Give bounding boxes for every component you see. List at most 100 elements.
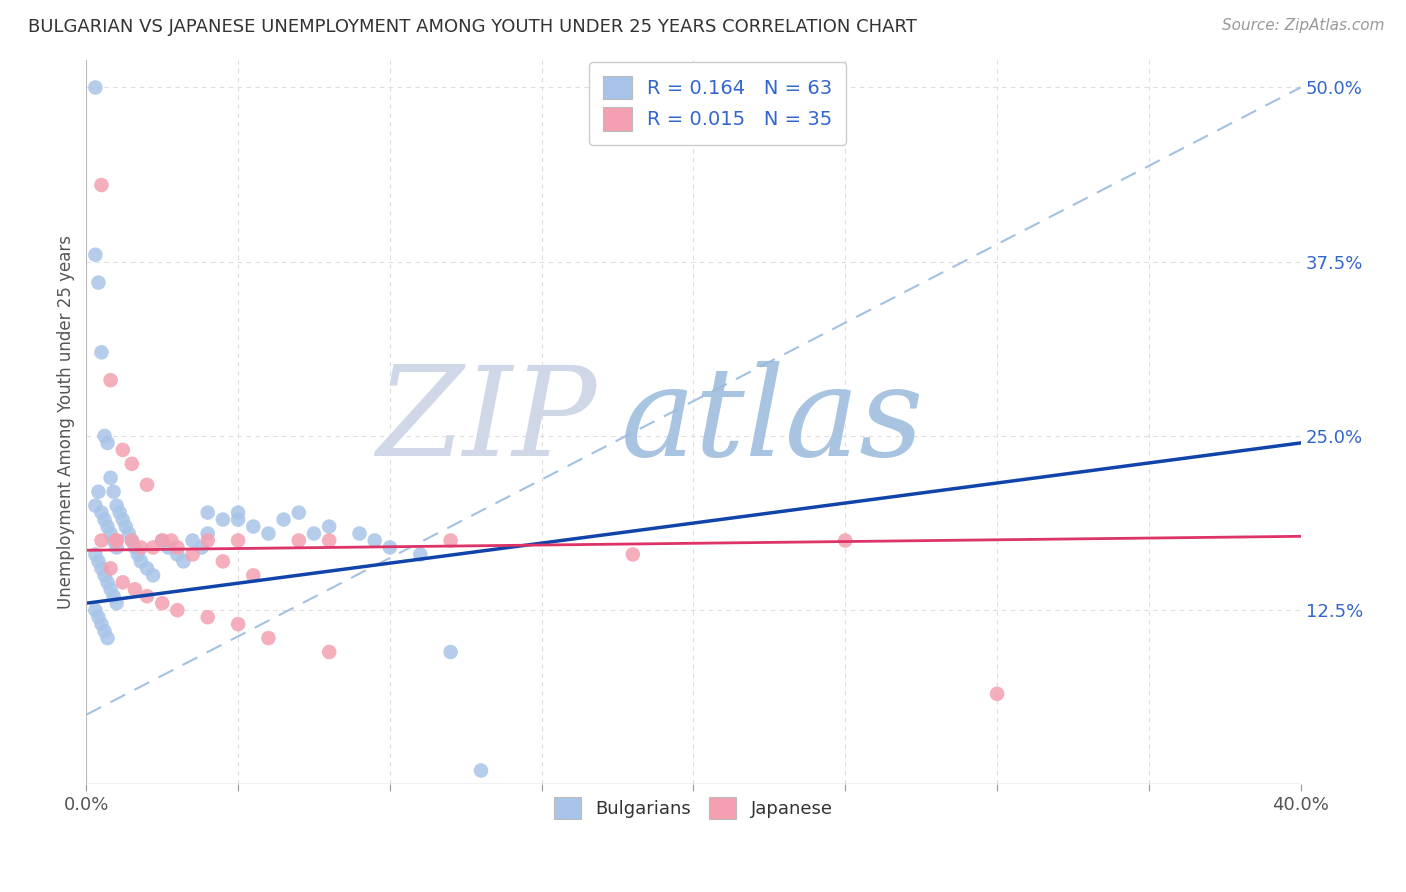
Point bbox=[621, 548, 644, 562]
Point bbox=[470, 764, 492, 778]
Point bbox=[100, 526, 122, 541]
Point bbox=[93, 512, 115, 526]
Point bbox=[129, 554, 152, 568]
Point bbox=[103, 533, 125, 548]
Point bbox=[318, 645, 340, 659]
Point bbox=[136, 477, 159, 491]
Point bbox=[84, 248, 107, 262]
Point bbox=[409, 548, 432, 562]
Point bbox=[124, 541, 146, 555]
Point bbox=[129, 541, 152, 555]
Point bbox=[93, 624, 115, 639]
Text: BULGARIAN VS JAPANESE UNEMPLOYMENT AMONG YOUTH UNDER 25 YEARS CORRELATION CHART: BULGARIAN VS JAPANESE UNEMPLOYMENT AMONG… bbox=[28, 18, 917, 36]
Point bbox=[114, 519, 136, 533]
Point bbox=[197, 610, 219, 624]
Point bbox=[105, 499, 128, 513]
Text: Source: ZipAtlas.com: Source: ZipAtlas.com bbox=[1222, 18, 1385, 33]
Point bbox=[103, 484, 125, 499]
Point bbox=[136, 589, 159, 603]
Point bbox=[118, 526, 141, 541]
Point bbox=[100, 373, 122, 387]
Point bbox=[108, 506, 131, 520]
Point bbox=[87, 484, 110, 499]
Point bbox=[197, 506, 219, 520]
Point bbox=[84, 80, 107, 95]
Point bbox=[84, 603, 107, 617]
Point bbox=[150, 533, 173, 548]
Point bbox=[105, 533, 128, 548]
Point bbox=[364, 533, 387, 548]
Point bbox=[378, 541, 401, 555]
Point bbox=[212, 554, 235, 568]
Point bbox=[288, 533, 311, 548]
Point bbox=[111, 575, 134, 590]
Point bbox=[166, 548, 188, 562]
Point bbox=[160, 533, 183, 548]
Point bbox=[124, 582, 146, 597]
Point bbox=[318, 533, 340, 548]
Point bbox=[190, 541, 212, 555]
Point bbox=[181, 533, 204, 548]
Point bbox=[349, 526, 371, 541]
Point bbox=[166, 603, 188, 617]
Point bbox=[226, 533, 249, 548]
Point bbox=[90, 506, 112, 520]
Point bbox=[111, 512, 134, 526]
Point bbox=[121, 457, 143, 471]
Point bbox=[90, 561, 112, 575]
Point bbox=[226, 512, 249, 526]
Point bbox=[226, 506, 249, 520]
Point bbox=[242, 519, 264, 533]
Point bbox=[172, 554, 194, 568]
Point bbox=[257, 631, 280, 645]
Point bbox=[90, 345, 112, 359]
Point bbox=[90, 617, 112, 632]
Point bbox=[166, 541, 188, 555]
Point bbox=[87, 554, 110, 568]
Point bbox=[181, 548, 204, 562]
Point bbox=[103, 589, 125, 603]
Point bbox=[242, 568, 264, 582]
Point bbox=[100, 561, 122, 575]
Point bbox=[87, 610, 110, 624]
Point bbox=[273, 512, 295, 526]
Point bbox=[142, 568, 165, 582]
Point bbox=[127, 548, 149, 562]
Legend: Bulgarians, Japanese: Bulgarians, Japanese bbox=[547, 789, 841, 826]
Point bbox=[100, 582, 122, 597]
Point bbox=[96, 575, 118, 590]
Text: ZIP: ZIP bbox=[375, 361, 596, 483]
Point bbox=[150, 533, 173, 548]
Point bbox=[288, 506, 311, 520]
Point bbox=[197, 533, 219, 548]
Point bbox=[257, 526, 280, 541]
Point bbox=[111, 442, 134, 457]
Point bbox=[105, 541, 128, 555]
Text: atlas: atlas bbox=[620, 361, 924, 483]
Point bbox=[100, 471, 122, 485]
Point bbox=[87, 276, 110, 290]
Point bbox=[212, 512, 235, 526]
Point bbox=[439, 645, 461, 659]
Point bbox=[136, 561, 159, 575]
Point bbox=[90, 533, 112, 548]
Point bbox=[121, 533, 143, 548]
Point bbox=[90, 178, 112, 192]
Point bbox=[93, 568, 115, 582]
Y-axis label: Unemployment Among Youth under 25 years: Unemployment Among Youth under 25 years bbox=[58, 235, 75, 609]
Point bbox=[318, 519, 340, 533]
Point bbox=[197, 526, 219, 541]
Point bbox=[150, 596, 173, 610]
Point bbox=[84, 548, 107, 562]
Point bbox=[986, 687, 1008, 701]
Point bbox=[96, 631, 118, 645]
Point bbox=[93, 429, 115, 443]
Point bbox=[302, 526, 325, 541]
Point bbox=[105, 533, 128, 548]
Point bbox=[121, 533, 143, 548]
Point bbox=[439, 533, 461, 548]
Point bbox=[157, 541, 180, 555]
Point bbox=[834, 533, 856, 548]
Point bbox=[142, 541, 165, 555]
Point bbox=[96, 436, 118, 450]
